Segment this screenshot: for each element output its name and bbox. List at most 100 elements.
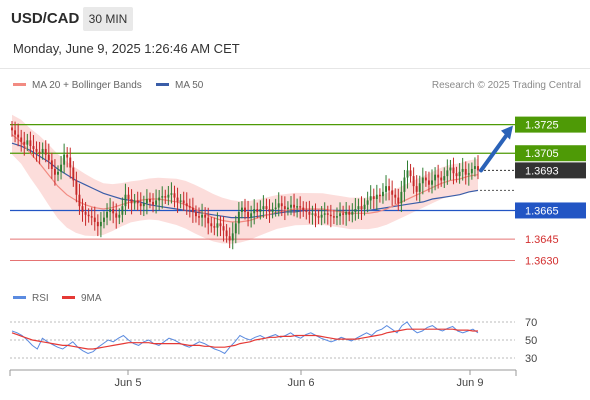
candle (38, 151, 41, 154)
candle (406, 170, 409, 178)
candle (142, 203, 145, 207)
candle (161, 196, 164, 198)
candle (305, 210, 308, 212)
ma20-legend: MA 20 + Bollinger Bands (13, 80, 142, 91)
timeframe-button[interactable]: 30 MIN (83, 7, 133, 31)
research-credit: Research © 2025 Trading Central (431, 80, 581, 91)
candle (363, 204, 366, 210)
candle (286, 207, 289, 210)
candle (213, 226, 216, 228)
candle (57, 171, 59, 175)
candle (412, 176, 415, 187)
candle (437, 174, 440, 178)
candle (382, 191, 384, 197)
candle (87, 214, 90, 217)
candle (185, 203, 188, 207)
candle (391, 190, 394, 195)
level-label-1.3705: 1.3705 (525, 148, 559, 160)
candle (345, 211, 348, 215)
candle (96, 221, 99, 227)
candle (336, 216, 338, 218)
candle (60, 164, 63, 172)
candle (78, 194, 81, 207)
candle (176, 197, 179, 202)
candle (20, 137, 23, 142)
rsi-legend: RSI (13, 293, 49, 304)
candle (201, 214, 204, 218)
candle (299, 206, 302, 208)
candle (256, 209, 259, 212)
candle (274, 207, 277, 210)
candle (268, 209, 271, 212)
ma20-legend-label: MA 20 + Bollinger Bands (32, 80, 142, 91)
candle (360, 206, 363, 210)
candle (311, 213, 314, 215)
candle (204, 214, 207, 218)
candle (351, 211, 354, 215)
candle (106, 211, 108, 218)
candle (449, 167, 452, 171)
candle (326, 213, 329, 215)
candle (366, 200, 369, 205)
candle (467, 173, 470, 175)
candle (191, 207, 194, 212)
candle (222, 226, 225, 231)
level-box-1.3665 (515, 202, 586, 219)
candle (170, 193, 173, 195)
candle (348, 211, 351, 215)
candle (385, 186, 387, 192)
candle (139, 203, 142, 207)
candle (421, 177, 424, 184)
candle (188, 206, 191, 208)
candle (415, 186, 418, 192)
candle (112, 209, 115, 214)
candle (14, 130, 17, 135)
candle (259, 209, 262, 212)
candle (136, 200, 139, 204)
candle (283, 206, 286, 210)
candle (207, 217, 210, 224)
ma50-legend-label: MA 50 (175, 80, 204, 91)
current-price-box (515, 162, 586, 179)
candle (99, 221, 102, 227)
candle (17, 134, 20, 138)
level-label-1.3725: 1.3725 (525, 120, 559, 132)
rsi-ma-legend: 9MA (62, 293, 102, 304)
candle (317, 216, 320, 218)
candle (339, 213, 341, 217)
candle (124, 194, 127, 207)
candle (115, 213, 118, 218)
candle (446, 170, 449, 177)
candle (296, 206, 299, 208)
rsi-ma-line (11, 328, 478, 350)
candle (247, 211, 250, 218)
candle (440, 177, 443, 181)
candle (354, 209, 357, 212)
candle (290, 204, 292, 208)
candle (265, 206, 268, 210)
candle (400, 191, 403, 204)
level-box-1.3705 (515, 145, 586, 162)
candle (53, 168, 56, 175)
bollinger-band (12, 114, 478, 244)
candle (84, 211, 87, 215)
rsi-ma-swatch (62, 295, 75, 299)
candle (66, 154, 69, 158)
rsi-tick-70: 70 (525, 317, 537, 329)
candle (225, 230, 228, 237)
candle (179, 200, 182, 202)
header-divider (0, 68, 590, 69)
level-label-1.3645: 1.3645 (525, 234, 559, 246)
candle (332, 216, 335, 218)
candle (394, 194, 397, 198)
rsi-ma-legend-label: 9MA (81, 293, 102, 304)
candle (109, 209, 112, 212)
rsi-tick-30: 30 (525, 353, 537, 365)
candle (198, 216, 200, 218)
x-tick-label-2: Jun 9 (457, 377, 484, 389)
candle (372, 196, 375, 200)
candle (427, 180, 430, 185)
candle (219, 223, 222, 227)
candle (210, 223, 213, 227)
